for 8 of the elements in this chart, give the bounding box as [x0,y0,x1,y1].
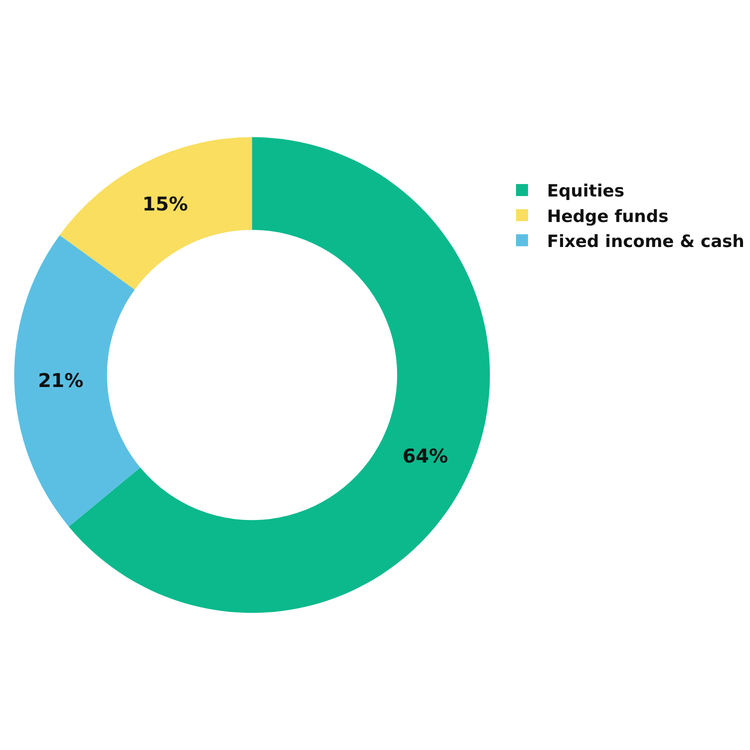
data-label: 15% [142,193,188,216]
data-label: 64% [402,446,448,468]
donut-slice [60,137,252,290]
legend-label: Fixed income & cash [547,232,744,252]
legend-label: Hedge funds [547,206,668,227]
legend-label: Equities [547,182,624,202]
data-label: 21% [38,370,84,392]
donut-slice [14,235,140,527]
